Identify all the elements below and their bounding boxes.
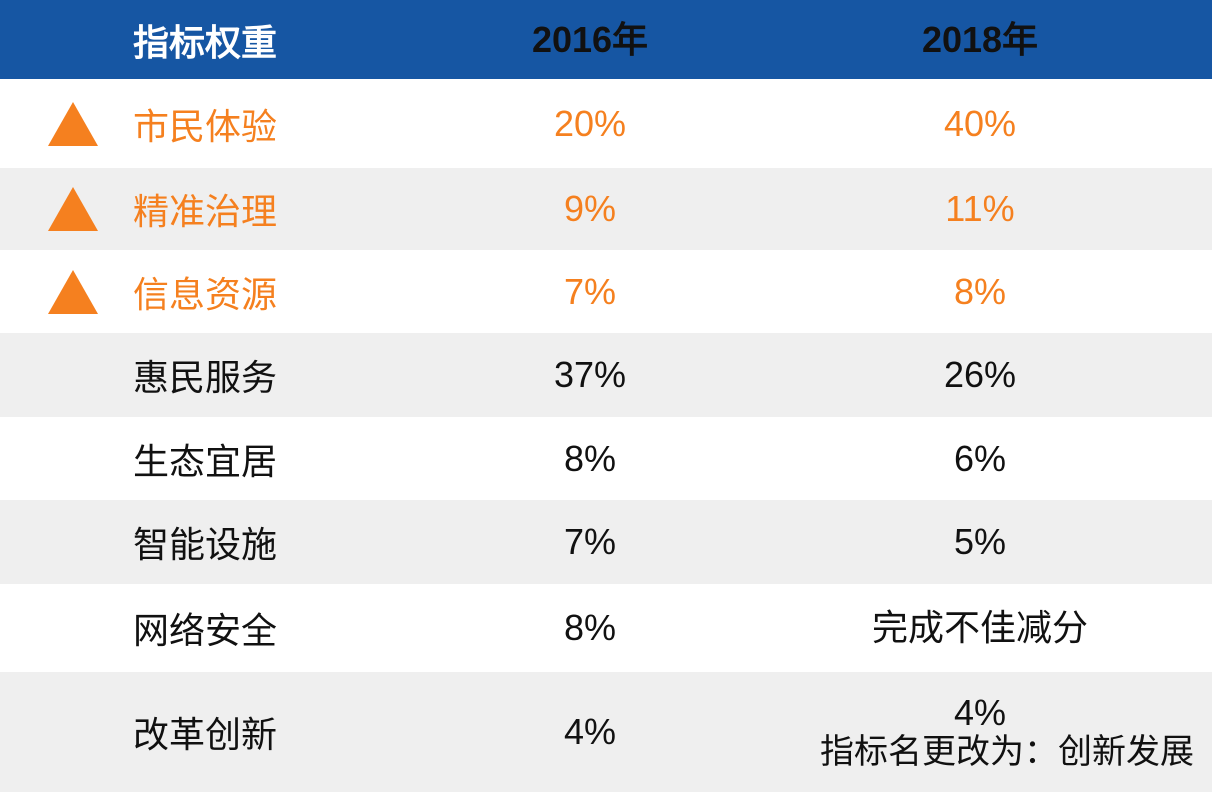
table-body: 市民体验 20% 40% 精准治理 9% 11% 信息资源 7% 8% — [0, 79, 1212, 792]
header-indicator-label: 指标权重 — [133, 21, 278, 63]
value-2016: 37% — [553, 354, 627, 396]
row-label: 生态宜居 — [133, 440, 278, 482]
value-2018-cell: 4% 指标名更改为：创新发展 — [820, 692, 1212, 772]
row-indicator-cell: 信息资源 — [0, 266, 360, 318]
value-2016: 9% — [563, 188, 617, 230]
header-cell-2018: 2018年 — [921, 18, 1039, 60]
table-row: 惠民服务 37% 26% — [0, 333, 1212, 417]
value-2018: 完成不佳减分 — [871, 607, 1088, 649]
value-2016: 8% — [563, 437, 617, 479]
row-indicator-cell: 惠民服务 — [0, 349, 360, 401]
up-triangle-icon — [48, 101, 98, 146]
table-row: 智能设施 7% 5% — [0, 500, 1212, 584]
value-2018-cell: 完成不佳减分 — [820, 607, 1212, 648]
value-2016: 7% — [563, 521, 617, 563]
row-label: 信息资源 — [133, 273, 278, 315]
row-indicator-cell: 智能设施 — [0, 516, 360, 568]
value-2018: 11% — [945, 188, 1015, 230]
value-2016: 20% — [553, 102, 627, 144]
row-indicator-cell: 生态宜居 — [0, 433, 360, 485]
row-label: 精准治理 — [133, 191, 278, 232]
table-row: 生态宜居 8% 6% — [0, 417, 1212, 500]
table-row: 改革创新 4% 4% 指标名更改为：创新发展 — [0, 672, 1212, 792]
value-2018: 26% — [943, 354, 1017, 396]
value-2016: 8% — [563, 607, 617, 649]
value-2018: 6% — [953, 437, 1007, 479]
value-2018-cell: 26% — [820, 354, 1212, 395]
row-indicator-cell: 改革创新 — [0, 706, 360, 758]
table-row: 精准治理 9% 11% — [0, 168, 1212, 250]
value-2018-cell: 8% — [820, 271, 1212, 312]
table-row: 信息资源 7% 8% — [0, 250, 1212, 333]
header-cell-2016: 2016年 — [531, 18, 649, 60]
value-2018-cell: 5% — [820, 521, 1212, 562]
row-indicator-cell: 精准治理 — [0, 183, 360, 235]
value-2018-note: 指标名更改为：创新发展 — [820, 733, 1194, 772]
value-2018: 5% — [953, 521, 1007, 563]
row-label: 改革创新 — [133, 714, 278, 755]
value-2018-cell: 40% — [820, 103, 1212, 144]
value-2018: 8% — [953, 270, 1007, 312]
value-2018-cell: 11% — [820, 188, 1212, 229]
table-header-row: 指标权重 2016年 2018年 — [0, 0, 1212, 79]
row-indicator-cell: 市民体验 — [0, 98, 360, 150]
row-indicator-cell: 网络安全 — [0, 602, 360, 654]
value-2018: 4% — [953, 691, 1007, 733]
value-2018: 40% — [943, 102, 1017, 144]
value-2016: 4% — [563, 711, 617, 753]
value-2018-cell: 6% — [820, 438, 1212, 479]
row-label: 市民体验 — [133, 105, 278, 147]
row-label: 网络安全 — [133, 610, 278, 651]
table-row: 市民体验 20% 40% — [0, 79, 1212, 168]
table-row: 网络安全 8% 完成不佳减分 — [0, 584, 1212, 672]
row-label: 智能设施 — [133, 524, 278, 565]
up-triangle-icon — [48, 269, 98, 314]
up-triangle-icon — [48, 187, 98, 231]
value-2016: 7% — [563, 270, 617, 312]
row-label: 惠民服务 — [133, 357, 278, 398]
header-cell-indicator: 指标权重 — [0, 14, 360, 66]
